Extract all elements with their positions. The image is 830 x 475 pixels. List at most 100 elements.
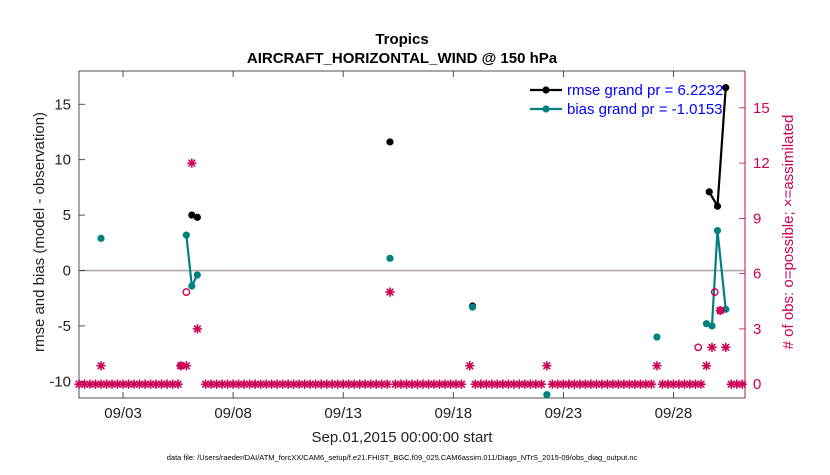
asterisk-stroke [356, 380, 364, 388]
bias-point [653, 333, 661, 341]
asterisk-stroke [537, 380, 546, 388]
asterisk-stroke [323, 380, 331, 388]
obs-assimilated-zero-point [173, 379, 183, 389]
rmse-point [713, 202, 722, 210]
asterisk-stroke [532, 380, 540, 388]
asterisk-stroke [177, 362, 185, 370]
obs-possible-point [710, 288, 719, 296]
asterisk-stroke [251, 380, 259, 388]
asterisk-stroke [168, 380, 177, 388]
x-tick-label: 09/23 [545, 405, 583, 422]
x-tick-label: 09/03 [104, 405, 142, 422]
obs-assimilated-zero-point [586, 379, 596, 389]
rmse-point [722, 84, 730, 92]
legend-bias-marker [542, 105, 550, 113]
asterisk-stroke [80, 380, 89, 388]
asterisk-stroke [240, 380, 248, 388]
obs-assimilated-zero-point [663, 379, 673, 389]
obs-assimilated-zero-point [429, 379, 439, 389]
chart-title: Tropics [375, 31, 428, 48]
asterisk-stroke [625, 380, 634, 388]
asterisk-stroke [174, 380, 182, 388]
asterisk-stroke [212, 380, 221, 388]
x-tick-label: 09/08 [214, 405, 252, 422]
obs-assimilated-point [720, 342, 731, 353]
y-tick-label-right: 3 [753, 321, 761, 338]
plot-area [78, 70, 746, 399]
asterisk-stroke [691, 380, 700, 388]
asterisk-stroke [430, 380, 438, 388]
bias-point [713, 227, 722, 235]
y-tick-label-left: 0 [63, 263, 71, 280]
obs-possible-point [694, 343, 703, 352]
obs-assimilated-point [701, 360, 712, 371]
asterisk-stroke [300, 380, 309, 388]
asterisk-stroke [223, 380, 232, 388]
obs-assimilated-zero-point [338, 379, 348, 389]
asterisk-stroke [565, 380, 573, 388]
x-tick-label: 09/18 [435, 405, 473, 422]
asterisk-stroke [256, 380, 265, 388]
obs-assimilated-point [652, 360, 662, 371]
y-tick-label-right: 0 [753, 376, 761, 393]
asterisk-stroke [245, 380, 254, 388]
asterisk-stroke [543, 362, 551, 370]
asterisk-stroke [702, 362, 711, 370]
y-axis-label-left: rmse and bias (model - observation) [31, 112, 48, 352]
asterisk-stroke [471, 380, 479, 388]
asterisk-stroke [367, 380, 375, 388]
asterisk-stroke [152, 380, 160, 388]
asterisk-stroke [504, 380, 513, 388]
asterisk-stroke [413, 380, 422, 388]
asterisk-stroke [609, 380, 617, 388]
asterisk-stroke [576, 380, 584, 388]
y-axis-label-right: # of obs: o=possible; ×=assimilated [780, 115, 797, 350]
y-tick-label-left: 10 [54, 152, 71, 169]
asterisk-stroke [306, 380, 314, 388]
asterisk-stroke [592, 380, 601, 388]
asterisk-stroke [620, 380, 628, 388]
obs-assimilated-point [96, 360, 106, 371]
asterisk-stroke [267, 380, 276, 388]
asterisk-stroke [708, 343, 716, 352]
obs-assimilated-point [181, 360, 192, 371]
asterisk-stroke [378, 380, 386, 388]
asterisk-stroke [675, 380, 683, 388]
obs-assimilated-zero-point [737, 379, 748, 389]
bias-point [188, 282, 196, 290]
asterisk-stroke [554, 380, 562, 388]
obs-assimilated-zero-point [487, 379, 497, 389]
asterisk-stroke [345, 380, 353, 388]
obs-assimilated-point [176, 360, 186, 371]
y-tick-label-right: 6 [753, 266, 761, 283]
asterisk-stroke [397, 380, 405, 388]
obs-assimilated-point [187, 158, 197, 168]
asterisk-stroke [157, 380, 166, 388]
asterisk-stroke [419, 380, 427, 388]
asterisk-stroke [435, 380, 444, 388]
y-tick-label-right: 15 [753, 100, 770, 117]
asterisk-stroke [598, 380, 606, 388]
obs-assimilated-zero-point [536, 379, 547, 389]
asterisk-stroke [317, 380, 325, 388]
obs-assimilated-point [542, 360, 552, 371]
asterisk-stroke [108, 380, 116, 388]
asterisk-stroke [482, 380, 490, 388]
asterisk-stroke [686, 380, 694, 388]
asterisk-stroke [587, 380, 595, 388]
asterisk-stroke [386, 288, 394, 296]
y-tick-label-left: 15 [54, 96, 71, 113]
obs-possible-point [182, 288, 191, 296]
legend-rmse-label: rmse grand pr = 6.2232 [567, 82, 723, 99]
obs-assimilated-zero-point [156, 379, 167, 389]
asterisk-stroke [488, 380, 496, 388]
rmse-point [193, 213, 201, 221]
asterisk-stroke [229, 380, 237, 388]
y-tick-label-right: 9 [753, 210, 761, 227]
asterisk-stroke [289, 380, 298, 388]
asterisk-stroke [647, 380, 656, 388]
bias-point [702, 320, 711, 328]
asterisk-stroke [499, 380, 507, 388]
bias-point [468, 303, 477, 311]
x-tick-label: 09/28 [655, 405, 693, 422]
